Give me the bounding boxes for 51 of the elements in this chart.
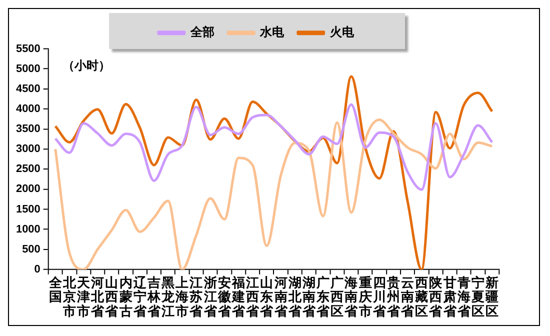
x-tick-label: 云南省 <box>400 276 416 320</box>
x-tick-label: 北京市 <box>62 276 77 320</box>
y-tick-label: 5000 <box>16 62 40 75</box>
x-tick-label: 福建省 <box>231 274 246 320</box>
legend-label: 水电 <box>259 24 286 39</box>
y-tick-label: 2000 <box>16 183 40 196</box>
x-tick-label: 河北省 <box>90 276 106 320</box>
x-tick-label: 青海省 <box>456 276 472 320</box>
x-tick-label: 宁夏区 <box>470 274 485 320</box>
x-tick-label: 湖南省 <box>301 276 316 320</box>
y-tick-label: 500 <box>22 243 40 256</box>
x-tick-label: 山东省 <box>259 276 274 320</box>
y-tick-label: 0 <box>34 263 40 276</box>
x-tick-label: 海南省 <box>344 276 359 320</box>
y-tick-label: 2500 <box>16 163 40 176</box>
x-tick-label: 甘肃省 <box>442 276 458 320</box>
y-tick-label: 3000 <box>16 143 40 156</box>
x-tick-label: 安徽省 <box>216 274 232 320</box>
x-tick-label: 四川省 <box>372 276 387 320</box>
x-tick-label: 贵州省 <box>386 274 401 320</box>
annotation: （小时） <box>62 58 110 73</box>
x-tick-label: 浙江省 <box>202 276 218 320</box>
y-tick-label: 4500 <box>16 82 40 95</box>
x-tick-label: 西藏区 <box>414 276 428 320</box>
x-tick-label: 山西省 <box>104 276 120 320</box>
line-series <box>54 103 494 191</box>
x-tick-label: 江西省 <box>245 276 260 320</box>
y-tick-label: 1500 <box>16 203 40 216</box>
line-series <box>54 75 494 270</box>
x-tick-label: 江苏省 <box>188 276 204 320</box>
x-tick-label: 广西区 <box>330 274 344 320</box>
legend-label: 全部 <box>189 24 214 39</box>
x-tick-label: 上海市 <box>174 276 189 320</box>
y-tick-label: 5500 <box>16 42 40 55</box>
x-tick-label: 吉林省 <box>146 276 162 320</box>
x-tick-label: 广东省 <box>316 274 331 320</box>
x-tick-label: 重庆市 <box>358 274 372 320</box>
y-tick-label: 3500 <box>16 123 40 136</box>
x-tick-label: 全国 <box>48 276 63 306</box>
x-tick-label: 黑龙江 <box>160 276 176 320</box>
y-tick-label: 1000 <box>16 223 40 236</box>
legend-label: 火电 <box>328 24 355 39</box>
x-tick-label: 陕西省 <box>428 276 444 320</box>
x-tick-label: 内蒙古 <box>118 276 132 320</box>
x-tick-label: 新疆区 <box>484 274 499 320</box>
y-tick-label: 4000 <box>16 102 40 115</box>
x-tick-label: 湖北省 <box>287 276 302 320</box>
x-tick-label: 天津市 <box>76 276 92 320</box>
x-tick-label: 河南省 <box>273 276 288 320</box>
line-series <box>54 118 494 270</box>
x-tick-label: 辽宁省 <box>132 276 148 320</box>
